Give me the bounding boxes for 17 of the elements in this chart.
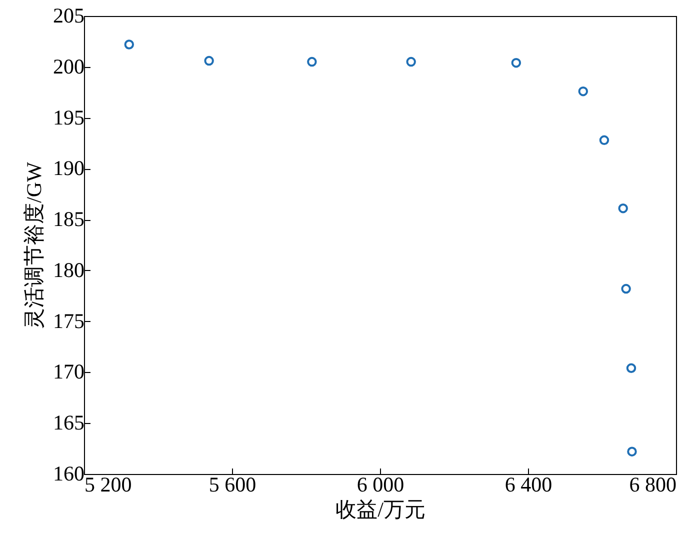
- y-tick-label: 160: [53, 462, 84, 486]
- x-tick-label: 6 000: [356, 472, 404, 496]
- y-tick-label: 205: [53, 4, 84, 28]
- y-tick-label: 175: [53, 308, 84, 333]
- y-tick-label: 180: [53, 258, 84, 282]
- x-tick-label: 6 400: [504, 472, 552, 496]
- x-tick-label: 5 600: [208, 472, 256, 496]
- x-tick-label: 5 200: [84, 472, 132, 496]
- x-axis-title: 收益/万元: [336, 498, 426, 522]
- y-tick-label: 170: [53, 360, 84, 384]
- y-tick-label: 200: [53, 54, 84, 78]
- y-tick-label: 190: [53, 156, 84, 180]
- y-tick-label: 195: [53, 105, 84, 130]
- y-axis-title: 灵活调节裕度/GW: [22, 162, 46, 329]
- y-tick-label: 185: [53, 207, 84, 232]
- x-tick-label: 6 800: [629, 472, 676, 496]
- y-tick-label: 165: [53, 410, 84, 435]
